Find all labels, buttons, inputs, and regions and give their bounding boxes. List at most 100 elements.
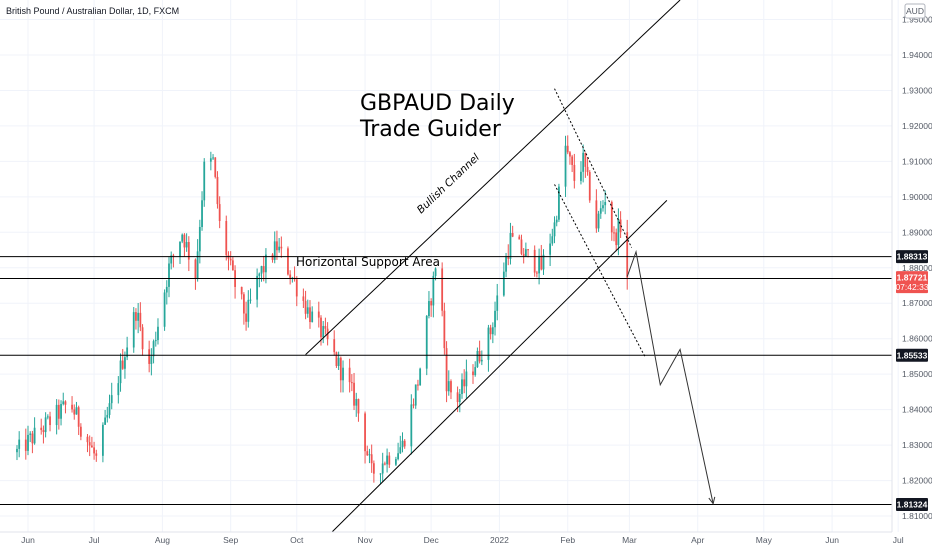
time-tick-label: Jun — [825, 535, 839, 545]
candle-body — [46, 416, 49, 418]
candle-body — [368, 454, 371, 456]
currency-badge[interactable] — [904, 3, 926, 19]
candle-body — [302, 296, 305, 301]
wedge-upper-line — [554, 88, 633, 248]
candle-body — [40, 427, 43, 431]
candle-body — [18, 439, 21, 449]
candle-body — [388, 455, 391, 465]
candle-body — [77, 407, 80, 427]
wedge-lower-line — [554, 184, 646, 357]
candle-body — [507, 256, 510, 259]
candle-body — [278, 246, 281, 251]
candle-body — [533, 249, 536, 273]
price-tick-label: 1.90000 — [902, 192, 932, 202]
candle-body — [366, 451, 369, 456]
candle-body — [335, 352, 338, 366]
candle-body — [27, 434, 29, 451]
time-tick-label: Jun — [21, 535, 35, 545]
candle-body — [135, 312, 137, 321]
candle-body — [49, 416, 51, 426]
candle-body — [588, 172, 591, 201]
candle-body — [79, 426, 82, 437]
price-tick-label: 1.88000 — [902, 263, 932, 273]
price-tick-label: 1.91000 — [902, 156, 932, 166]
candle-body — [262, 266, 265, 273]
candle-body — [571, 156, 574, 165]
candle-body — [461, 379, 463, 395]
candle-body — [209, 158, 212, 162]
candle-body — [121, 360, 124, 369]
candle-body — [355, 398, 358, 406]
candle-body — [16, 448, 18, 453]
candle-body — [551, 236, 554, 244]
candle-body — [494, 310, 496, 328]
candle-body — [295, 279, 298, 297]
candle-body — [480, 359, 483, 362]
candle-body — [265, 254, 267, 273]
candle-body — [465, 371, 468, 387]
candle-body — [602, 205, 604, 209]
candle-body — [597, 213, 600, 229]
candle-body — [172, 255, 175, 257]
candle-body — [599, 208, 602, 214]
level-badge — [896, 498, 928, 512]
candle-body — [610, 202, 613, 233]
candle-body — [496, 295, 499, 311]
time-tick-label: Jul — [893, 535, 904, 545]
candle-body — [229, 258, 232, 261]
candle-body — [476, 350, 479, 368]
candle-body — [218, 204, 221, 221]
candle-body — [287, 248, 289, 275]
candle-body — [317, 311, 320, 318]
price-tick-label: 1.95000 — [902, 15, 932, 25]
price-tick-label: 1.82000 — [902, 476, 932, 486]
candle-body — [71, 404, 73, 410]
candle-body — [216, 176, 219, 205]
grid — [0, 0, 899, 532]
candle-body — [432, 275, 435, 306]
candle-body — [29, 433, 32, 435]
time-tick-label: Dec — [424, 535, 440, 545]
level-badge-label: 1.88313 — [897, 252, 928, 262]
candle-body — [249, 299, 252, 301]
candle-body — [168, 263, 170, 287]
candle-body — [57, 404, 60, 419]
candle-body — [242, 294, 245, 314]
candle-body — [86, 436, 89, 443]
candle-body — [527, 249, 529, 251]
candle-body — [617, 219, 620, 246]
time-tick-label: Aug — [155, 535, 170, 545]
candle-body — [564, 145, 567, 187]
level-badge — [896, 250, 928, 264]
candle-body — [42, 430, 45, 433]
candle-body — [157, 326, 159, 341]
current-price-label: 1.87721 — [897, 273, 928, 283]
candle-body — [348, 367, 351, 383]
price-axis[interactable]: 1.95000 1.94000 1.93000 1.92000 1.91000 1.900… — [902, 15, 932, 522]
symbol-title[interactable]: British Pound / Australian Dollar, 1D, F… — [6, 6, 179, 16]
candle-body — [141, 327, 144, 350]
candle-body — [33, 427, 36, 444]
candle-body — [353, 382, 355, 406]
current-price-badge — [896, 271, 928, 294]
candle-body — [441, 268, 444, 311]
time-axis[interactable]: Jun Jul Aug Sep Oct Nov Dec 2022 Feb Mar Apr May Jun… — [21, 535, 904, 545]
candle-body — [150, 356, 153, 364]
candle-body — [139, 312, 142, 328]
candle-body — [456, 392, 459, 403]
candle-body — [93, 447, 95, 454]
candle-body — [201, 200, 203, 227]
currency-badge-label: AUD — [906, 6, 924, 16]
candle-body — [434, 268, 437, 276]
candle-body — [225, 220, 228, 256]
candle-body — [372, 463, 375, 474]
candle-body — [414, 384, 417, 406]
candle-body — [558, 186, 560, 220]
horizontal-levels — [0, 256, 892, 506]
candle-body — [463, 379, 466, 387]
price-tick-label: 1.86000 — [902, 334, 932, 344]
candle-body — [339, 357, 342, 381]
candle-body — [458, 394, 461, 403]
